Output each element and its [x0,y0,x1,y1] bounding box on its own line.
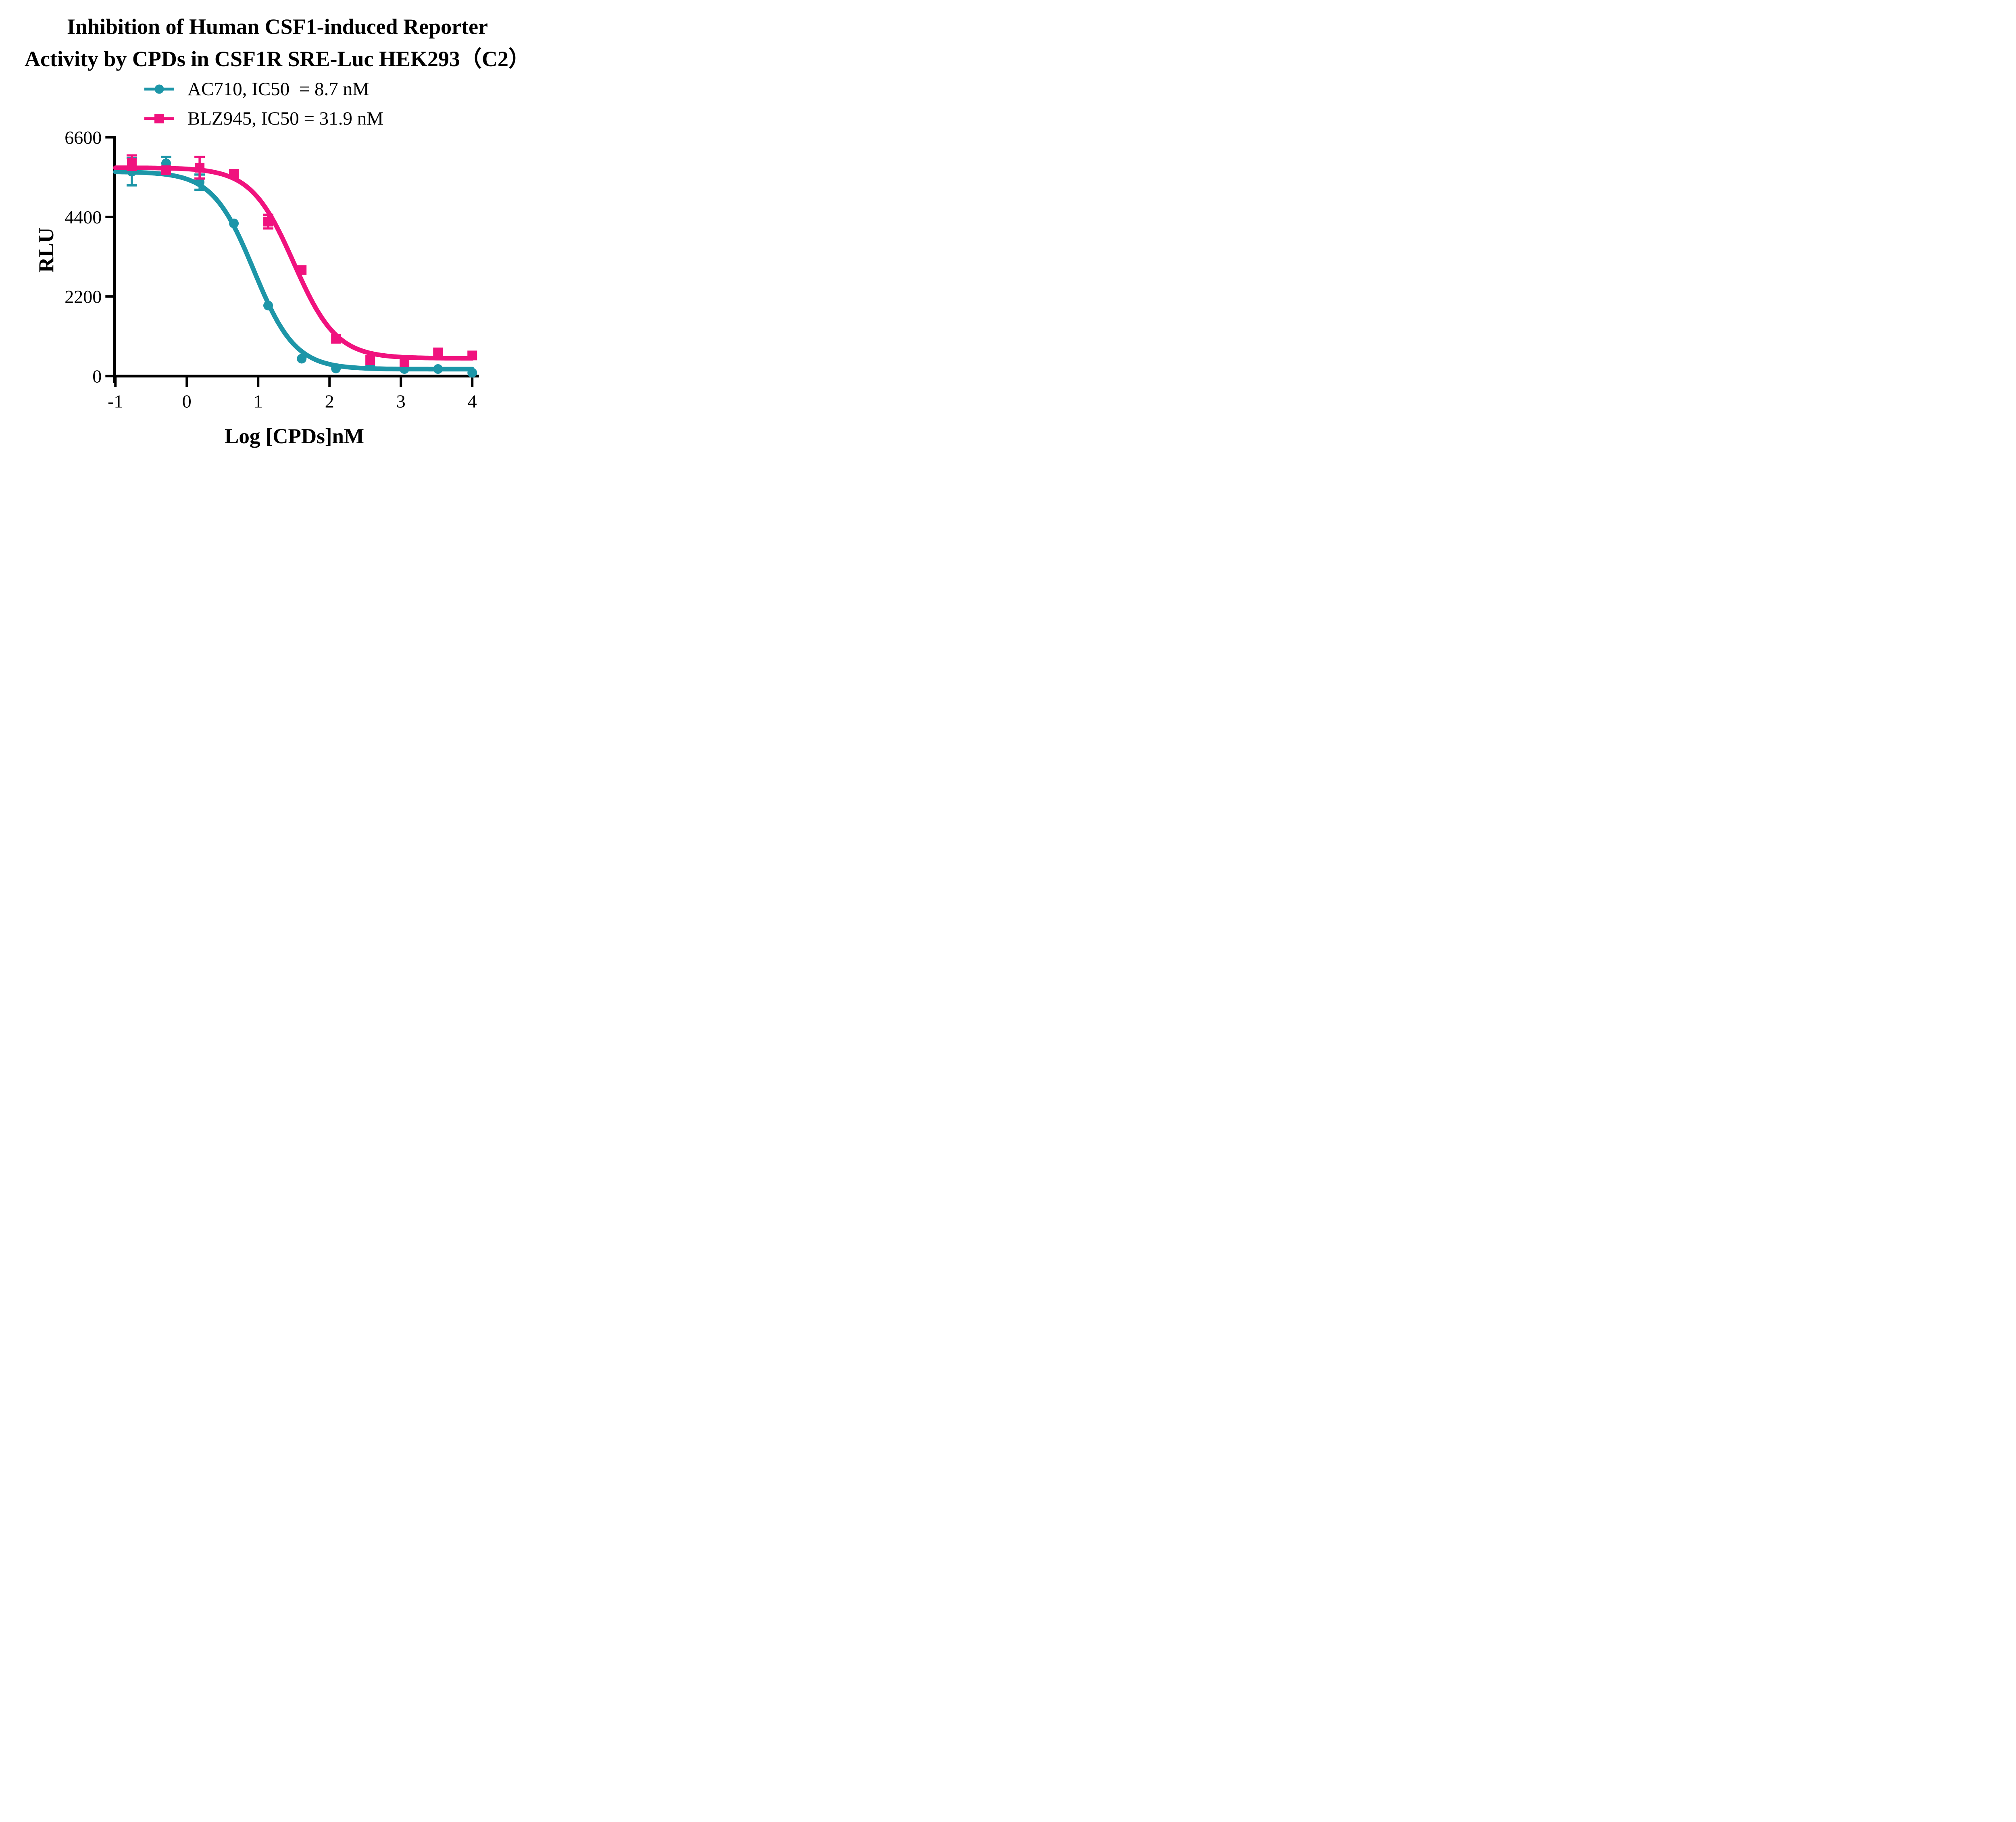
blz945-point-4 [263,217,273,227]
legend-label-ac710: AC710, IC50 = 8.7 nM [187,79,369,100]
x-tick-label-1: 1 [254,391,263,412]
legend-item-blz945: BLZ945, IC50 = 31.9 nM [144,106,383,131]
blz945-point-10 [467,350,477,361]
x-tick-label--1: -1 [108,391,123,412]
legend-label-blz945: BLZ945, IC50 = 31.9 nM [187,108,384,129]
figure: Inhibition of Human CSF1-induced Reporte… [0,0,555,455]
x-axis-title: Log [CPDs]nM [225,425,364,448]
blz945-point-3 [229,169,239,179]
blz945-point-6 [331,334,341,344]
ac710-point-3 [229,218,239,228]
x-tick-label-3: 3 [396,391,406,412]
ac710-point-2 [195,177,205,187]
x-tick-label-2: 2 [325,391,334,412]
blz945-point-8 [400,357,410,367]
dose-response-plot: 0 2200 4400 6600 -1 0 1 2 3 4 [65,127,479,412]
blz945-point-9 [433,347,443,357]
blz945-fit-curve [113,165,475,361]
y-tick-label-0: 0 [92,366,102,387]
blz945-point-7 [365,355,375,365]
chart-title-line1: Inhibition of Human CSF1-induced Reporte… [67,15,488,39]
x-tick-label-0: 0 [182,391,192,412]
chart-title-line2: Activity by CPDs in CSF1R SRE-Luc HEK293… [24,47,531,71]
x-tick-label-4: 4 [468,391,477,412]
ac710-point-9 [433,364,443,374]
ac710-point-4 [263,300,273,311]
y-tick-label-6600: 6600 [65,127,102,148]
blz945-point-5 [297,265,307,275]
legend: AC710, IC50 = 8.7 nM BLZ945, IC50 = 31.9… [144,77,383,136]
ac710-circle-marker-icon [144,84,174,94]
ac710-point-6 [331,363,341,373]
ac710-fit-curve [113,169,475,372]
y-tick-label-2200: 2200 [65,286,102,307]
blz945-square-marker-icon [144,114,174,123]
chart-title: Inhibition of Human CSF1-induced Reporte… [0,10,555,75]
ac710-point-10 [467,368,477,378]
blz945-point-1 [161,165,171,175]
blz945-point-0 [127,158,137,168]
blz945-point-2 [195,163,205,173]
legend-item-ac710: AC710, IC50 = 8.7 nM [144,77,383,102]
ac710-point-5 [297,354,307,364]
y-tick-label-4400: 4400 [65,207,102,227]
